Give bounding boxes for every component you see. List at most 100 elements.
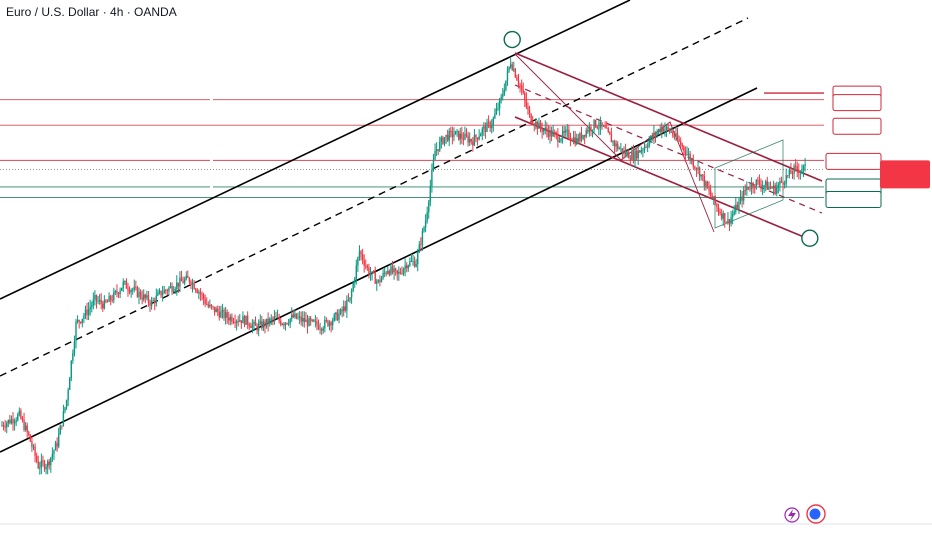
candle-body [538, 122, 540, 129]
candle-body [57, 434, 60, 447]
candle-body [9, 420, 11, 424]
candle-body [269, 318, 271, 324]
candle-body [574, 137, 576, 145]
candle-body [417, 252, 419, 265]
candle-body [717, 207, 720, 213]
candle-body [418, 244, 420, 253]
candle-body [309, 318, 312, 321]
time-axis[interactable] [0, 523, 932, 550]
candle-body [31, 441, 33, 447]
candle-body [509, 64, 512, 67]
candle-body [607, 128, 609, 132]
candle-body [149, 302, 151, 306]
candle-body [171, 286, 173, 292]
candle-body [306, 319, 309, 327]
price-level-tag-box [825, 152, 882, 170]
candle-body [628, 152, 630, 159]
candle-body [322, 328, 324, 331]
candle-body [207, 304, 209, 307]
candle-body [612, 141, 614, 143]
candle-body [185, 275, 187, 280]
candle-body [495, 108, 498, 114]
candle-body [782, 182, 784, 185]
candle-body [81, 318, 84, 323]
candle-body [530, 114, 532, 123]
price-axis-bg [826, 0, 932, 550]
candle-body [240, 320, 243, 324]
candle-body [506, 70, 509, 81]
candle-body [294, 313, 296, 318]
candle-body [187, 275, 189, 278]
candle-body [720, 213, 723, 219]
candle-body [793, 165, 795, 174]
candle-body [651, 136, 654, 138]
candle-body [541, 128, 543, 132]
candle-body [302, 318, 304, 322]
candle-body [558, 141, 561, 143]
candle-body [160, 290, 162, 296]
candle-body [657, 129, 660, 133]
candle-body [250, 326, 252, 328]
candle-body [221, 309, 224, 312]
candle-body [18, 410, 21, 415]
candle-body [72, 353, 74, 361]
candle-body [769, 186, 772, 188]
candle-body [165, 289, 167, 291]
candle-body [267, 318, 269, 324]
candle-body [253, 321, 255, 325]
candle-body [516, 77, 518, 81]
price-axis[interactable] [826, 0, 932, 550]
candle-body [135, 286, 137, 288]
candle-body [711, 195, 713, 199]
candle-body [788, 169, 791, 176]
candle-body [313, 319, 315, 322]
candle-body [103, 300, 106, 309]
chart-title: Euro / U.S. Dollar · 4h · OANDA [6, 5, 177, 19]
candle-body [492, 118, 495, 126]
candle-body [325, 320, 328, 321]
candle-body [423, 227, 425, 231]
candle-body [6, 423, 8, 428]
candle-body [520, 85, 523, 90]
candle-body [206, 303, 208, 305]
candle-body [662, 126, 665, 132]
level-gap [210, 186, 213, 192]
candle-body [15, 420, 17, 422]
price-level-tag [825, 152, 882, 170]
candle-body [550, 130, 553, 137]
candle-body [617, 143, 619, 149]
candle-body [13, 421, 16, 424]
candle-body [136, 287, 139, 297]
candle-body [643, 146, 646, 150]
candle-body [157, 292, 159, 296]
candle-body [316, 321, 318, 326]
candle-body [237, 321, 239, 322]
candle-body [311, 319, 313, 321]
candle-body [172, 290, 175, 292]
candle-body [724, 213, 726, 223]
candle-body [583, 134, 586, 137]
candle-body [366, 266, 369, 268]
candle-body [40, 460, 43, 468]
candle-body [531, 122, 534, 125]
candle-body [746, 187, 748, 191]
candle-body [494, 113, 496, 119]
time-axis-bg [0, 524, 932, 550]
candle-body [223, 309, 225, 318]
candle-body [498, 99, 501, 109]
candle-body [127, 288, 129, 291]
candle-body [527, 106, 529, 110]
candle-body [69, 378, 71, 390]
candle-body [398, 271, 400, 274]
candle-body [23, 419, 25, 430]
candle-body [705, 181, 707, 186]
candle-body [768, 186, 770, 190]
candle-body [371, 271, 373, 275]
candle-body [347, 300, 350, 301]
candle-body [62, 411, 65, 426]
candle-body [648, 140, 650, 147]
candle-body [80, 321, 82, 323]
candle-body [668, 129, 671, 133]
candle-body [95, 295, 98, 302]
